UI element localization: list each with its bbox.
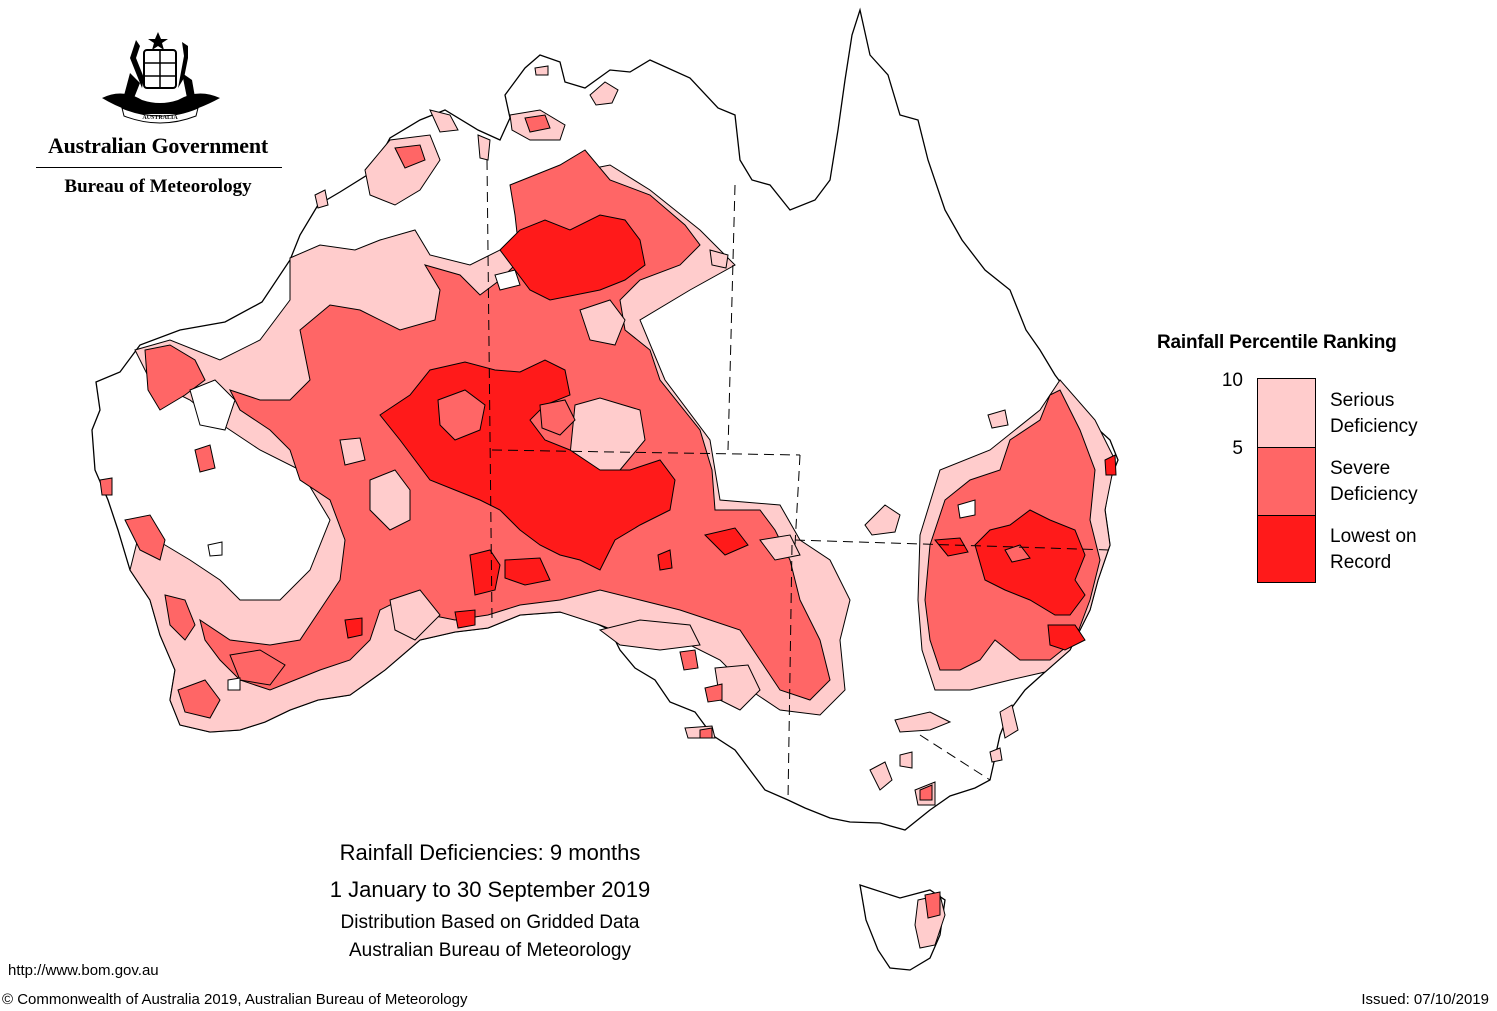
legend-tick-10: 10 [1221, 370, 1243, 391]
map-agency: Australian Bureau of Meteorology [349, 940, 631, 961]
map-distribution-note: Distribution Based on Gridded Data [340, 912, 640, 933]
state-borders [486, 159, 1111, 801]
serious-deficiency-inner [339, 299, 801, 651]
legend-swatch-lowest [1257, 515, 1316, 583]
legend-label-line: Deficiency [1330, 416, 1418, 437]
legend-label-line: Serious [1330, 390, 1395, 411]
legend-label-lowest: Lowest on Record [1330, 524, 1417, 576]
bureau-name: Bureau of Meteorology [64, 176, 252, 197]
copyright-notice: © Commonwealth of Australia 2019, Austra… [2, 991, 468, 1008]
legend-label-serious: Serious Deficiency [1330, 388, 1418, 440]
government-name: Australian Government [47, 133, 269, 158]
website-url: http://www.bom.gov.au [8, 962, 159, 979]
map-title: Rainfall Deficiencies: 9 months [339, 840, 641, 865]
legend-label-line: Deficiency [1330, 484, 1418, 505]
map-period: 1 January to 30 September 2019 [329, 877, 651, 902]
legend-label-line: Lowest on [1330, 526, 1417, 547]
header-divider [36, 167, 282, 168]
severe-inner-patches [437, 389, 1031, 563]
legend-tick-5: 5 [1232, 438, 1243, 459]
legend-title: Rainfall Percentile Ranking [1157, 332, 1397, 353]
issued-date: Issued: 07/10/2019 [1361, 991, 1489, 1008]
crest-scroll-text: AUSTRALIA [142, 115, 178, 121]
legend-label-line: Record [1330, 552, 1392, 573]
legend-swatch-serious [1257, 378, 1316, 448]
legend-label-severe: Severe Deficiency [1330, 456, 1418, 508]
coat-of-arms-icon: AUSTRALIA [102, 32, 220, 124]
legend-label-line: Severe [1330, 458, 1391, 479]
legend-swatch-severe [1257, 447, 1316, 516]
